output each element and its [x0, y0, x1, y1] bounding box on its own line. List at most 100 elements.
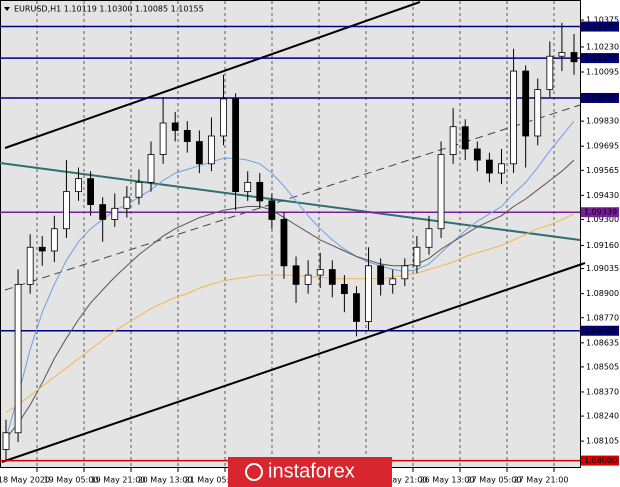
candle-body: [413, 246, 421, 267]
candle-body: [50, 228, 58, 252]
y-tick-label: 1.09430: [586, 191, 619, 200]
level-label-box: [581, 53, 619, 64]
y-tick-label: 1.09035: [586, 264, 619, 273]
watermark: instaforex: [228, 457, 392, 487]
marks: [0, 22, 580, 462]
channel-lower: [1, 262, 586, 463]
y-tick-label: 1.10230: [586, 42, 619, 51]
y-tick-label: 1.08900: [586, 289, 619, 298]
candle-body: [220, 98, 227, 137]
candle-body: [340, 283, 348, 295]
candle-body: [256, 181, 264, 202]
x-tick-label: 21 May 05:00: [185, 476, 240, 485]
candle-body: [280, 219, 288, 267]
trend-line: [0, 162, 581, 241]
x-tick-label: 26 May 13:00: [420, 476, 475, 485]
candle-body: [437, 154, 445, 230]
x-tick-label: 27 May 05:00: [467, 476, 522, 485]
y-tick-label: 1.08240: [586, 412, 619, 421]
candle-body: [123, 196, 131, 209]
candle-body: [99, 204, 107, 220]
candle-body: [2, 432, 10, 450]
candle-body: [111, 207, 119, 220]
candle-body: [461, 126, 469, 150]
x-tick-label: 19 May 21:00: [91, 476, 146, 485]
candle-body: [522, 70, 530, 137]
level-label-box: [581, 207, 619, 218]
candle-body: [38, 246, 46, 252]
y-tick-label: 1.08770: [586, 313, 619, 322]
candle-body: [498, 163, 505, 174]
candle-body: [147, 154, 155, 183]
level-label-box: [581, 21, 619, 32]
level-label-box: [581, 325, 619, 336]
level-label: 1.09339: [584, 208, 617, 217]
y-tick-label: 1.09830: [586, 117, 619, 126]
candle-body: [449, 126, 457, 155]
channel-mid: [4, 104, 581, 291]
candle-body: [328, 269, 336, 285]
y-tick-label: 1.09565: [586, 166, 619, 175]
y-tick-label: 1.08505: [586, 362, 619, 371]
watermark-box: [228, 457, 392, 487]
candle-body: [353, 293, 360, 322]
price-axis: 1.10375 1.10230 1.10095 1.09830 1.09695 1.095…: [580, 16, 619, 466]
candle-body: [546, 55, 554, 91]
level-label: 1.08700: [584, 326, 617, 335]
candle-body: [87, 178, 94, 206]
candle-body: [401, 265, 409, 280]
candle-body: [244, 181, 252, 193]
candle-body: [171, 122, 179, 131]
y-tick-label: 1.09160: [586, 241, 619, 250]
watermark-text: instaforex: [268, 460, 355, 482]
level-label: 1.08000: [584, 456, 617, 465]
candle-body: [63, 191, 70, 230]
y-tick-label: 1.10095: [586, 67, 619, 76]
candle-body: [195, 141, 203, 165]
title-block: EURUSD,H1 1.10119 1.10300 1.10085 1.1015…: [4, 5, 204, 14]
x-tick-label: 25 May 21:00: [373, 476, 428, 485]
candle-body: [473, 148, 481, 161]
x-tick-label: 19 May 05:00: [44, 476, 99, 485]
level-label-box: [581, 92, 619, 103]
candle-body: [425, 228, 433, 248]
candle-body: [232, 98, 240, 193]
plot-area: [0, 0, 581, 468]
candle-body: [510, 70, 517, 165]
candle-body: [208, 135, 215, 165]
moving-average: [5, 120, 575, 439]
chart-title: EURUSD,H1 1.10119 1.10300 1.10085 1.1015…: [14, 5, 204, 14]
candle-body: [365, 265, 372, 322]
candle-body: [292, 265, 300, 285]
y-tick-label: 1.08370: [586, 387, 619, 396]
y-tick-label: 1.10375: [586, 16, 619, 25]
level-label: 1.09955: [584, 93, 617, 102]
candle-body: [570, 52, 578, 63]
trend-lines: [0, 1, 586, 463]
candle-body: [304, 274, 312, 285]
y-tick-label: 1.08635: [586, 338, 619, 347]
y-tick-label: 1.08105: [586, 437, 619, 446]
candle-body: [135, 181, 143, 198]
x-tick-label: 27 May 21:00: [514, 476, 569, 485]
candle-body: [316, 269, 324, 276]
moving-average: [5, 159, 575, 439]
candle-body: [14, 283, 22, 434]
candle-body: [183, 130, 191, 142]
x-tick-label: 20 May 13:00: [138, 476, 193, 485]
watermark-logo: [245, 463, 263, 481]
moving-average: [5, 213, 575, 413]
level-label: 1.10340: [584, 22, 617, 31]
menu-icon: [4, 7, 10, 11]
candle-body: [159, 122, 167, 155]
y-tick-label: 1.09695: [586, 142, 619, 151]
candle-body: [558, 52, 566, 57]
candle-body: [534, 89, 542, 137]
candle-body: [75, 178, 82, 193]
candle-body: [268, 200, 276, 220]
candle-body: [486, 159, 493, 174]
level-label: 1.10170: [584, 54, 617, 63]
y-tick-label: 1.09300: [586, 215, 619, 224]
candle-body: [26, 246, 34, 285]
